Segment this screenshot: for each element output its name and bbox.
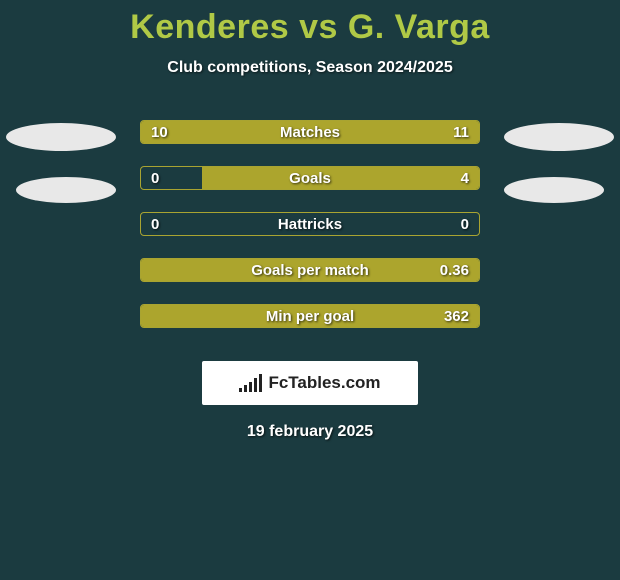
logo-bar-icon [244, 385, 247, 392]
stat-row: 04Goals [0, 155, 620, 201]
comparison-chart: 1011Matches04Goals00Hattricks0.36Goals p… [0, 109, 620, 339]
fctables-logo: FcTables.com [202, 361, 418, 405]
stat-row: 0.36Goals per match [0, 247, 620, 293]
stat-bar-right-fill [141, 259, 479, 281]
logo-bar-icon [249, 382, 252, 392]
stat-row: 362Min per goal [0, 293, 620, 339]
stat-row: 1011Matches [0, 109, 620, 155]
stat-value-left: 0 [151, 167, 159, 190]
stat-bar-right-fill [202, 167, 479, 189]
stat-bar-track: 1011Matches [140, 120, 480, 144]
stat-label: Hattricks [141, 213, 479, 236]
stat-value-left: 0 [151, 213, 159, 236]
stat-bar-track: 0 0Hattricks [140, 212, 480, 236]
logo-text: FcTables.com [268, 373, 380, 393]
stat-row: 0 0Hattricks [0, 201, 620, 247]
page-subtitle: Club competitions, Season 2024/2025 [0, 59, 620, 77]
logo-bar-icon [239, 388, 242, 392]
stat-value-right: 0 [461, 213, 469, 236]
page-title: Kenderes vs G. Varga [0, 0, 620, 47]
stat-bar-right-fill [202, 121, 479, 143]
logo-bar-icon [254, 378, 257, 392]
logo-bar-icon [259, 374, 262, 392]
stat-bar-track: 0.36Goals per match [140, 258, 480, 282]
footer-date: 19 february 2025 [0, 423, 620, 441]
stat-bar-right-fill [141, 305, 479, 327]
logo-bars-icon [239, 374, 262, 392]
stat-bar-track: 04Goals [140, 166, 480, 190]
stat-bar-track: 362Min per goal [140, 304, 480, 328]
stat-bar-left-fill [141, 121, 202, 143]
